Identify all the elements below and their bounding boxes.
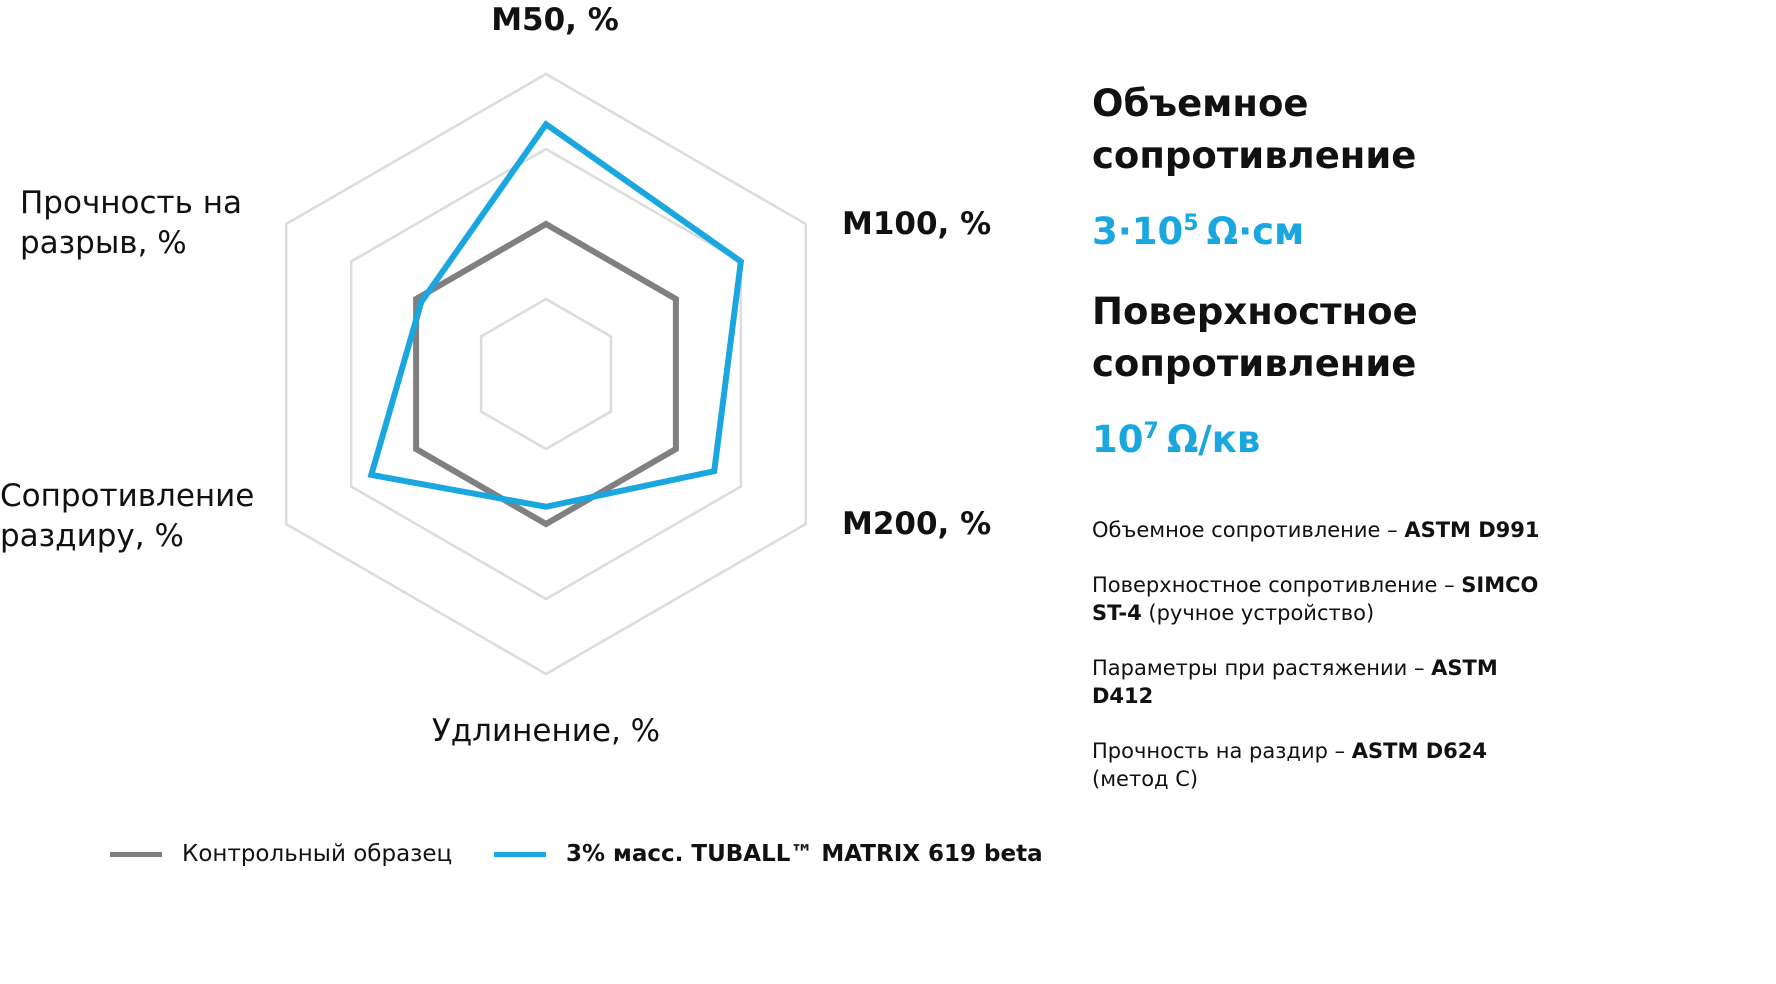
side-panel: Объемное сопротивление 3·105 Ω·см Поверхност… bbox=[1092, 78, 1652, 820]
legend-item: Контрольный образец bbox=[110, 836, 452, 872]
note-text: (метод С) bbox=[1092, 739, 1494, 791]
note-text: Поверхностное сопротивление – bbox=[1092, 573, 1462, 597]
note-text: ASTM D412 bbox=[1092, 656, 1506, 708]
grid-ring bbox=[479, 297, 613, 451]
heading: сопротивление bbox=[1092, 134, 1417, 177]
note: Параметры при растяжении – ASTM D412 bbox=[1092, 654, 1562, 710]
heading: Объемное bbox=[1092, 82, 1309, 125]
series-line bbox=[367, 120, 745, 510]
axis-label: M100, % bbox=[842, 206, 992, 242]
note: Поверхностное сопротивление – SIMCO ST-4… bbox=[1092, 571, 1562, 627]
axis-label: Сопротивление раздиру, % bbox=[0, 478, 255, 554]
legend-label: Контрольный образец bbox=[182, 841, 453, 867]
legend-swatch bbox=[110, 851, 162, 857]
value-base: 3·10 bbox=[1092, 210, 1184, 253]
note-text: ASTM D991 bbox=[1404, 518, 1540, 542]
grid-ring bbox=[349, 147, 743, 601]
note-text: Параметры при растяжении – bbox=[1092, 656, 1432, 680]
axis-label: M50, % bbox=[491, 2, 619, 38]
axis-label: Прочность на разрыв, % bbox=[20, 185, 242, 261]
notes: Объемное сопротивление – ASTM D991 Поверх… bbox=[1092, 516, 1562, 793]
legend-swatch bbox=[494, 851, 546, 857]
note: Прочность на раздир – ASTM D624 (метод С… bbox=[1092, 737, 1562, 793]
heading: Поверхностное bbox=[1092, 290, 1418, 333]
note-text: Прочность на раздир – bbox=[1092, 739, 1352, 763]
note-text: ASTM D624 bbox=[1351, 739, 1487, 763]
heading: сопротивление bbox=[1092, 342, 1417, 385]
grid-ring bbox=[414, 222, 678, 526]
value-unit: Ω/кв bbox=[1166, 418, 1261, 461]
grid-ring bbox=[284, 72, 808, 676]
value-unit: Ω·см bbox=[1206, 210, 1305, 253]
value: 3·105 Ω·см bbox=[1092, 198, 1652, 258]
axis-label: M200, % bbox=[842, 506, 992, 542]
note-text: SIMCO ST-4 bbox=[1092, 573, 1546, 625]
series-line bbox=[413, 220, 679, 528]
value-exp: 7 bbox=[1143, 419, 1159, 444]
note-text: (ручное устройство) bbox=[1141, 601, 1375, 625]
value-exp: 5 bbox=[1183, 211, 1199, 236]
legend-label: 3% масс. TUBALL™ MATRIX 619 beta bbox=[566, 841, 1043, 867]
value: 107 Ω/кв bbox=[1092, 406, 1652, 466]
value-base: 10 bbox=[1092, 418, 1144, 461]
note-text: Объемное сопротивление – bbox=[1092, 518, 1405, 542]
note: Объемное сопротивление – ASTM D991 bbox=[1092, 516, 1562, 544]
legend-item: 3% масс. TUBALL™ MATRIX 619 beta bbox=[494, 836, 1043, 872]
axis-label: Удлинение, % bbox=[431, 713, 661, 749]
